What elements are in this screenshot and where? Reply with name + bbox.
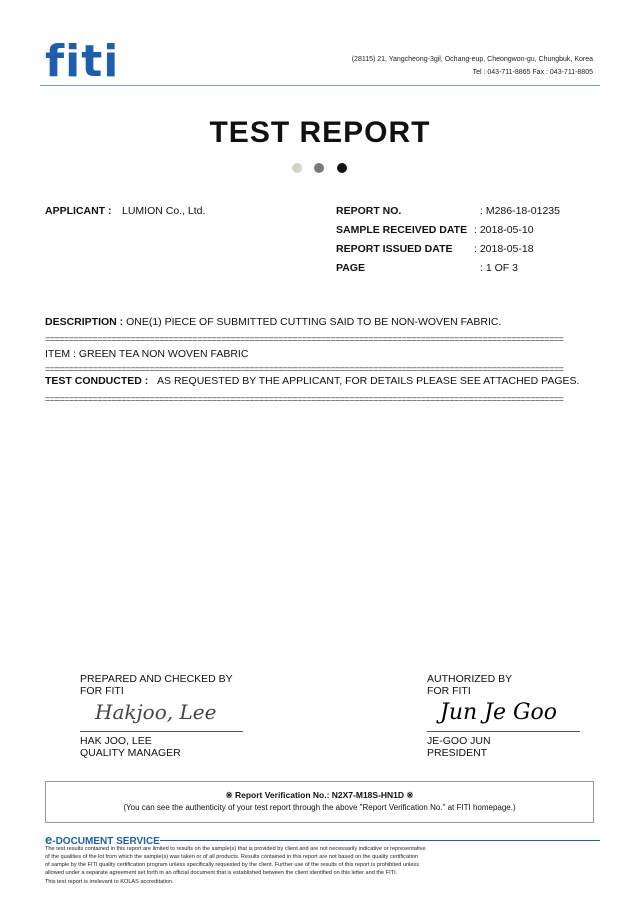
disclaimer-line: This test report is irrelevant to KOLAS … xyxy=(45,879,174,885)
info-label: REPORT ISSUED DATE xyxy=(336,243,453,255)
applicant-label: APPLICANT : xyxy=(45,205,112,217)
edoc-e: e xyxy=(45,832,53,847)
description-value: ONE(1) PIECE OF SUBMITTED CUTTING SAID T… xyxy=(126,316,502,328)
info-label: PAGE xyxy=(336,262,365,274)
verification-number: ※ Report Verification No.: N2X7-M18S-HN1… xyxy=(225,790,414,800)
fiti-logo: fiti xyxy=(45,36,120,87)
info-value: : 2018-05-10 xyxy=(474,224,534,236)
edoc-divider xyxy=(160,840,600,841)
disclaimer-line: allowed under a separate agreement set f… xyxy=(45,870,398,876)
info-label: SAMPLE RECEIVED DATE xyxy=(336,224,468,236)
signature-line xyxy=(427,731,580,732)
prepared-signature: Hakjoo, Lee xyxy=(95,700,217,724)
test-conducted-value: AS REQUESTED BY THE APPLICANT, FOR DETAI… xyxy=(157,375,580,387)
contact: Tel : 043-711-8865 Fax : 043-711-8805 xyxy=(472,69,593,76)
applicant-value: LUMION Co., Ltd. xyxy=(122,205,206,217)
disclaimer-line: of the qualities of the lot from which t… xyxy=(45,854,419,860)
info-value: : 2018-05-18 xyxy=(474,243,534,255)
verification-box: ※ Report Verification No.: N2X7-M18S-HN1… xyxy=(45,781,594,823)
authorized-name: JE-GOO JUN xyxy=(427,735,491,747)
disclaimer-line: of sample by the FITI quality certificat… xyxy=(45,862,420,868)
info-value: : M286-18-01235 xyxy=(480,205,560,217)
authorized-role: PRESIDENT xyxy=(427,747,488,759)
page-title: TEST REPORT xyxy=(209,116,431,149)
prepared-role: QUALITY MANAGER xyxy=(80,747,181,759)
prepared-label: PREPARED AND CHECKED BY xyxy=(80,673,233,685)
test-conducted-label: TEST CONDUCTED : xyxy=(45,375,149,387)
verification-note: (You can see the authenticity of your te… xyxy=(123,803,516,812)
disclaimer-line: The test results contained in this repor… xyxy=(45,846,426,852)
edoc-title: -DOCUMENT SERVICE xyxy=(52,836,160,847)
prepared-name: HAK JOO, LEE xyxy=(80,735,152,747)
separator: ========================================… xyxy=(45,364,564,374)
authorized-signature: Jun Je Goo xyxy=(440,700,558,725)
authorized-label: AUTHORIZED BY xyxy=(427,673,513,685)
authorized-org: FOR FITI xyxy=(427,685,471,697)
signature-line xyxy=(80,731,243,732)
dot-icon xyxy=(337,163,347,173)
dot-icon xyxy=(314,163,324,173)
item: ITEM : GREEN TEA NON WOVEN FABRIC xyxy=(45,348,249,360)
description-label: DESCRIPTION : xyxy=(45,316,124,328)
prepared-org: FOR FITI xyxy=(80,685,124,697)
address: (28115) 21, Yangcheong-3gil, Ochang-eup,… xyxy=(351,56,593,63)
info-value: : 1 OF 3 xyxy=(480,262,518,274)
separator: ========================================… xyxy=(45,394,564,404)
dot-icon xyxy=(292,163,302,173)
info-label: REPORT NO. xyxy=(336,205,402,217)
header-divider xyxy=(40,85,600,86)
separator: ========================================… xyxy=(45,334,564,344)
